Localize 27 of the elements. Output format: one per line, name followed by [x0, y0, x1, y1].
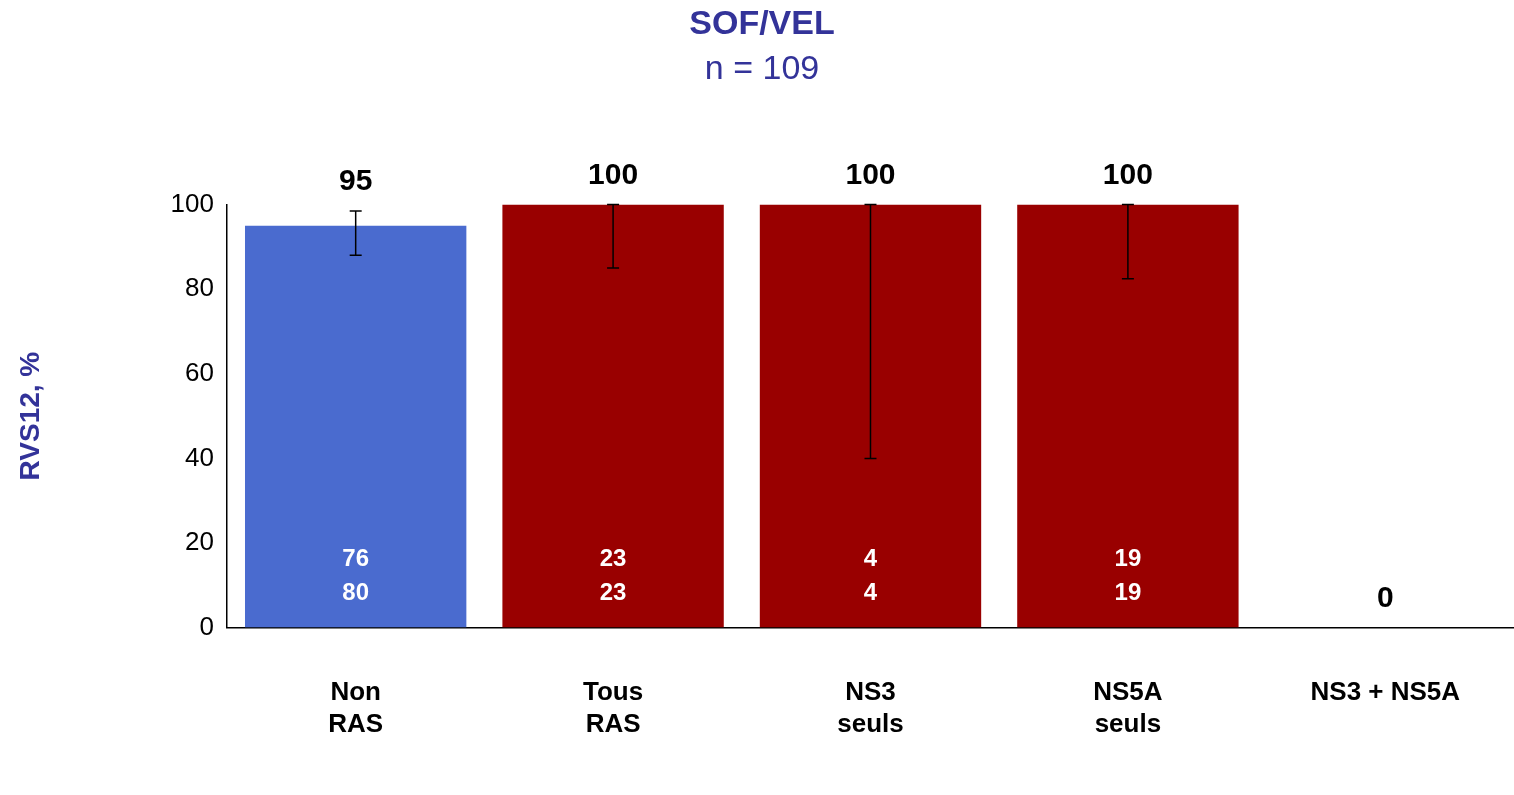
annotation: 23 — [599, 578, 627, 606]
y-tick-label: 20 — [185, 526, 214, 557]
x-tick-label: NS3 + NS5A — [1310, 676, 1461, 707]
y-axis-title: RVS12, % — [13, 351, 45, 481]
data-label: 100 — [588, 156, 639, 190]
data-label: 0 — [1376, 579, 1394, 613]
y-tick-label: 40 — [185, 441, 214, 472]
x-tick-label: NS5A seuls — [1093, 676, 1163, 738]
y-tick-label: 100 — [170, 187, 214, 218]
annotation: 19 — [1114, 578, 1142, 606]
annotation: 4 — [863, 578, 878, 606]
chart-subtitle: n = 109 — [704, 47, 820, 86]
annotation: 4 — [863, 544, 878, 572]
y-tick-label: 80 — [185, 272, 214, 303]
chart-title: SOF/VEL — [689, 2, 835, 41]
y-tick-label: 60 — [185, 356, 214, 387]
data-label: 95 — [338, 163, 373, 197]
annotation: 80 — [342, 578, 370, 606]
annotation: 76 — [342, 544, 370, 572]
data-label: 100 — [1102, 156, 1153, 190]
annotation: 19 — [1114, 544, 1142, 572]
x-tick-label: Non RAS — [328, 676, 384, 738]
data-label: 100 — [845, 156, 896, 190]
annotation: 23 — [599, 544, 627, 572]
y-tick-label: 0 — [199, 610, 214, 641]
x-tick-label: Tous RAS — [582, 676, 644, 738]
x-tick-label: NS3 seuls — [837, 676, 904, 738]
